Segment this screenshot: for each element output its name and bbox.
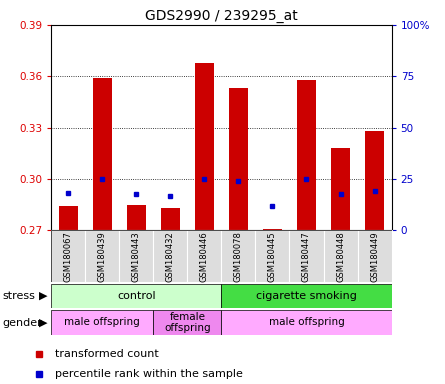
Text: GSM180443: GSM180443 (132, 231, 141, 282)
Text: control: control (117, 291, 156, 301)
Text: male offspring: male offspring (269, 317, 344, 328)
Text: GSM180067: GSM180067 (64, 231, 73, 282)
Bar (263, 229, 282, 230)
Text: GSM180078: GSM180078 (234, 231, 243, 282)
Bar (127, 205, 146, 230)
Bar (153, 230, 187, 282)
Bar (51, 284, 222, 308)
Title: GDS2990 / 239295_at: GDS2990 / 239295_at (145, 8, 298, 23)
Bar (222, 284, 392, 308)
Text: GSM180448: GSM180448 (336, 231, 345, 282)
Bar (195, 63, 214, 230)
Text: ▶: ▶ (39, 291, 48, 301)
Bar (290, 230, 324, 282)
Bar (222, 310, 392, 335)
Text: GSM180432: GSM180432 (166, 231, 175, 282)
Text: male offspring: male offspring (65, 317, 140, 328)
Text: ▶: ▶ (39, 318, 48, 328)
Bar (153, 310, 222, 335)
Bar (331, 148, 350, 230)
Text: GSM180447: GSM180447 (302, 231, 311, 282)
Text: GSM180445: GSM180445 (268, 231, 277, 281)
Bar (161, 208, 180, 230)
Bar (93, 78, 112, 230)
Bar (51, 310, 153, 335)
Bar (324, 230, 358, 282)
Text: GSM180446: GSM180446 (200, 231, 209, 282)
Bar (85, 230, 119, 282)
Bar (59, 207, 77, 230)
Text: female
offspring: female offspring (164, 311, 210, 333)
Bar (358, 230, 392, 282)
Bar (119, 230, 153, 282)
Bar (365, 131, 384, 230)
Bar (51, 230, 85, 282)
Bar (255, 230, 290, 282)
Text: gender: gender (2, 318, 42, 328)
Bar (297, 80, 316, 230)
Bar (229, 88, 248, 230)
Text: percentile rank within the sample: percentile rank within the sample (55, 369, 243, 379)
Text: stress: stress (2, 291, 35, 301)
Bar (222, 230, 255, 282)
Text: cigarette smoking: cigarette smoking (256, 291, 357, 301)
Text: GSM180439: GSM180439 (98, 231, 107, 282)
Text: transformed count: transformed count (55, 349, 158, 359)
Text: GSM180449: GSM180449 (370, 231, 379, 281)
Bar (187, 230, 222, 282)
